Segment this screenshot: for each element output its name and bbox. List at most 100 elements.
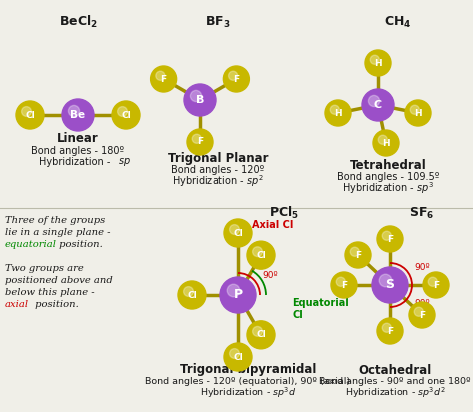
Circle shape xyxy=(410,105,419,114)
Text: $\bf{SF_6}$: $\bf{SF_6}$ xyxy=(409,206,435,220)
Circle shape xyxy=(192,134,201,143)
Text: Tetrahedral: Tetrahedral xyxy=(350,159,426,171)
Circle shape xyxy=(253,326,263,336)
Text: H: H xyxy=(414,108,422,117)
Circle shape xyxy=(382,323,391,332)
Text: Bond angles - 120º: Bond angles - 120º xyxy=(171,165,264,175)
Circle shape xyxy=(62,99,94,131)
Text: Axial Cl: Axial Cl xyxy=(252,220,293,230)
Circle shape xyxy=(227,284,240,297)
Text: Bond angles - 90º and one 180º: Bond angles - 90º and one 180º xyxy=(319,377,471,386)
Circle shape xyxy=(224,219,252,247)
Text: Octahedral: Octahedral xyxy=(359,363,432,377)
Circle shape xyxy=(16,101,44,129)
Text: H: H xyxy=(334,108,342,117)
Text: Bond angles - 120º (equatorial), 90º (axial): Bond angles - 120º (equatorial), 90º (ax… xyxy=(145,377,350,386)
Circle shape xyxy=(336,277,345,286)
Circle shape xyxy=(365,50,391,76)
Circle shape xyxy=(372,267,408,303)
Circle shape xyxy=(331,272,357,298)
Circle shape xyxy=(118,107,127,117)
Circle shape xyxy=(378,135,387,144)
Text: S: S xyxy=(385,279,394,292)
Text: H: H xyxy=(382,138,390,147)
Circle shape xyxy=(229,225,239,234)
Text: Two groups are: Two groups are xyxy=(5,264,84,273)
Circle shape xyxy=(187,129,213,155)
Circle shape xyxy=(150,66,176,92)
Circle shape xyxy=(69,105,79,117)
Circle shape xyxy=(345,242,371,268)
Text: Hybridization -: Hybridization - xyxy=(39,157,113,167)
Text: Cl: Cl xyxy=(256,330,266,339)
Text: 120º: 120º xyxy=(249,330,271,339)
Text: Hybridization - $sp^3d^2$: Hybridization - $sp^3d^2$ xyxy=(345,386,445,400)
Text: Trigonal Planar: Trigonal Planar xyxy=(168,152,268,164)
Text: Hybridization - $sp^2$: Hybridization - $sp^2$ xyxy=(172,173,264,189)
Text: positioned above and: positioned above and xyxy=(5,276,113,285)
Text: H: H xyxy=(374,59,382,68)
Text: $sp$: $sp$ xyxy=(118,156,131,168)
Text: $\bf{BF_3}$: $\bf{BF_3}$ xyxy=(205,14,231,30)
Circle shape xyxy=(253,247,263,257)
Text: equatorial: equatorial xyxy=(5,240,57,249)
Circle shape xyxy=(405,100,431,126)
Text: position.: position. xyxy=(32,300,79,309)
Circle shape xyxy=(224,343,252,371)
Text: Cl: Cl xyxy=(187,290,197,300)
Circle shape xyxy=(362,89,394,121)
Circle shape xyxy=(409,302,435,328)
Text: $\bf{PCl_5}$: $\bf{PCl_5}$ xyxy=(269,205,299,221)
Circle shape xyxy=(220,277,256,313)
Circle shape xyxy=(184,84,216,116)
Circle shape xyxy=(156,71,165,80)
Text: Cl: Cl xyxy=(25,110,35,119)
Text: $\bf{CH_4}$: $\bf{CH_4}$ xyxy=(384,14,412,30)
Circle shape xyxy=(377,318,403,344)
Text: F: F xyxy=(387,326,393,335)
Text: Linear: Linear xyxy=(57,133,99,145)
Text: C: C xyxy=(374,100,382,110)
Text: axial: axial xyxy=(5,300,29,309)
Text: Equatorial: Equatorial xyxy=(292,298,349,308)
Text: F: F xyxy=(341,281,347,290)
Circle shape xyxy=(373,130,399,156)
Text: F: F xyxy=(233,75,239,84)
Text: below this plane -: below this plane - xyxy=(5,288,95,297)
Circle shape xyxy=(370,55,379,64)
Circle shape xyxy=(178,281,206,309)
Text: Cl: Cl xyxy=(233,353,243,361)
Text: Cl: Cl xyxy=(121,110,131,119)
Circle shape xyxy=(247,241,275,269)
Text: lie in a single plane -: lie in a single plane - xyxy=(5,228,111,237)
Text: Bond angles - 180º: Bond angles - 180º xyxy=(31,146,124,156)
Circle shape xyxy=(368,96,380,107)
Text: F: F xyxy=(433,281,439,290)
Text: Cl: Cl xyxy=(233,229,243,237)
Text: 90º: 90º xyxy=(414,262,429,272)
Circle shape xyxy=(350,247,359,256)
Text: Trigonal bipyramidal: Trigonal bipyramidal xyxy=(180,363,316,377)
Circle shape xyxy=(112,101,140,129)
Text: 90º: 90º xyxy=(262,271,278,279)
Circle shape xyxy=(377,226,403,252)
Circle shape xyxy=(229,349,239,358)
Circle shape xyxy=(22,107,31,117)
Circle shape xyxy=(191,90,201,102)
Text: P: P xyxy=(234,288,243,302)
Circle shape xyxy=(184,287,193,296)
Circle shape xyxy=(382,231,391,240)
Circle shape xyxy=(428,277,438,286)
Circle shape xyxy=(423,272,449,298)
Text: 90º: 90º xyxy=(414,299,429,307)
Circle shape xyxy=(325,100,351,126)
Text: Hybridization - $sp^3$: Hybridization - $sp^3$ xyxy=(342,180,434,196)
Text: Cl: Cl xyxy=(256,250,266,260)
Text: Hybridization - $sp^3d$: Hybridization - $sp^3d$ xyxy=(200,386,296,400)
Text: Be: Be xyxy=(70,110,86,120)
Text: F: F xyxy=(355,250,361,260)
Text: F: F xyxy=(197,138,203,147)
Text: $\bf{BeCl_2}$: $\bf{BeCl_2}$ xyxy=(59,14,97,30)
Text: F: F xyxy=(387,234,393,243)
Text: Cl: Cl xyxy=(292,310,303,320)
